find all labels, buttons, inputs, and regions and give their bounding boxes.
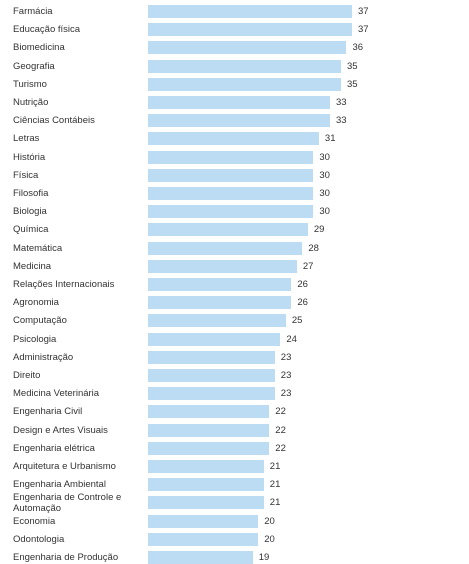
value-label: 30 [319,206,330,218]
value-label: 33 [335,115,347,127]
bar [148,441,270,455]
category-label: Arquitetura e Urbanismo [13,461,116,472]
category-label: Computação [13,315,67,327]
value-label: 29 [313,224,325,236]
bar [148,332,281,346]
value-label: 36 [352,42,364,54]
category-label: Engenharia de Produção [13,552,119,563]
category-label: Filosofia [13,188,49,199]
category-label: Matemática [13,242,63,254]
value-label: 27 [302,260,314,272]
bar [148,296,292,310]
bar [148,314,286,328]
bar [148,77,341,91]
category-label: Economia [13,515,56,527]
bar [148,496,264,510]
category-label: Medicina [13,260,52,272]
value-label: 23 [280,351,292,363]
category-label: História [13,151,46,163]
value-label: 31 [324,133,336,145]
bar [148,5,352,18]
bar [148,96,330,109]
bar [148,478,264,492]
bar [148,405,270,419]
bar [148,41,347,55]
bar [148,532,259,546]
category-label: Engenharia Ambiental [13,479,106,491]
value-label: 21 [269,479,281,491]
value-label: 33 [335,97,347,108]
bar [148,114,330,128]
value-label: 35 [346,78,358,90]
category-label: Medicina Veterinária [13,388,100,400]
bar [148,423,270,437]
value-label: 30 [319,188,330,199]
value-label: 30 [319,151,330,163]
value-label: 30 [319,169,330,181]
bar [148,132,319,146]
category-label: Turismo [13,78,47,90]
category-label: Engenharia de Controle e Automação [13,491,122,514]
bar [148,460,264,473]
value-label: 23 [280,370,292,381]
category-label: Relações Internacionais [13,279,115,290]
bar [148,278,292,291]
bar [148,223,308,237]
bar [148,59,341,73]
bar [148,241,303,255]
category-label: Psicologia [13,333,57,345]
value-label: 26 [297,279,308,290]
bar [148,23,352,37]
bar [148,387,275,401]
value-label: 19 [258,552,270,563]
value-label: 20 [264,515,275,527]
category-label: Educação física [13,24,81,36]
value-label: 22 [275,406,286,418]
category-label: Administração [13,351,74,363]
bar [148,514,259,528]
value-label: 24 [286,333,297,345]
category-label: Engenharia elétrica [13,442,95,454]
category-label: Direito [13,370,41,381]
category-label: Biomedicina [13,42,65,54]
bar [148,259,297,273]
category-label: Letras [13,133,40,145]
value-label: 23 [280,388,292,400]
value-label: 35 [346,60,358,72]
value-label: 21 [269,497,281,509]
category-label: Geografia [13,60,55,72]
value-label: 37 [358,6,369,17]
value-label: 25 [291,315,303,327]
value-label: 20 [264,533,275,545]
bar [148,369,275,382]
category-label: Ciências Contábeis [13,115,95,127]
value-label: 21 [269,461,281,472]
category-label: Química [13,224,49,236]
category-label: Biologia [13,206,47,218]
value-label: 22 [275,424,286,436]
category-label: Nutrição [13,97,49,108]
value-label: 37 [358,24,369,36]
bar [148,150,314,164]
category-label: Design e Artes Visuais [13,424,108,436]
bar [148,187,314,200]
category-label: Agronomia [13,297,59,309]
value-label: 26 [297,297,308,309]
value-label: 22 [275,442,286,454]
value-label: 28 [308,242,319,254]
category-label: Farmácia [13,6,53,17]
bar [148,205,314,219]
category-label: Odontologia [13,533,65,545]
bar [148,551,253,564]
category-label: Física [13,169,39,181]
bar [148,168,314,182]
bar [148,350,275,364]
category-label: Engenharia Civil [13,406,83,418]
